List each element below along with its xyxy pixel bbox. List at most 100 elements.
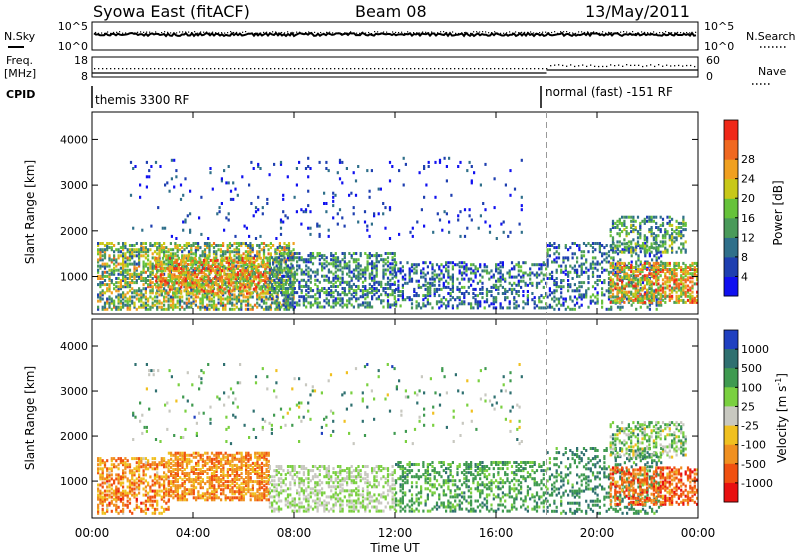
data-cell <box>168 265 171 269</box>
data-cell <box>289 274 292 278</box>
nave-dot <box>446 68 448 70</box>
data-cell <box>283 260 286 264</box>
data-cell <box>567 283 570 287</box>
data-cell <box>268 280 271 284</box>
data-cell <box>346 272 349 276</box>
data-cell <box>675 272 678 276</box>
data-cell <box>196 289 199 293</box>
data-cell <box>578 293 581 297</box>
data-cell <box>560 268 563 272</box>
data-cell <box>659 284 662 288</box>
data-cell <box>117 299 120 303</box>
nsearch-dot <box>113 31 115 34</box>
data-cell <box>272 279 275 282</box>
data-cell <box>643 300 646 304</box>
nave-dot <box>242 68 244 70</box>
data-cell <box>673 266 676 269</box>
data-cell <box>445 298 448 302</box>
data-cell <box>217 285 220 289</box>
data-cell <box>643 292 646 296</box>
data-cell <box>172 291 175 295</box>
data-cell <box>249 281 252 285</box>
data-cell <box>250 263 253 266</box>
data-cell <box>668 284 671 288</box>
data-cell <box>235 285 238 289</box>
data-cell <box>531 271 534 275</box>
data-cell <box>609 244 612 248</box>
data-cell <box>422 304 425 308</box>
data-cell <box>124 277 127 280</box>
data-cell <box>560 281 563 285</box>
data-cell <box>241 261 244 264</box>
data-cell <box>282 282 285 286</box>
data-cell <box>218 289 221 293</box>
data-cell <box>211 291 215 295</box>
data-cell <box>158 299 161 303</box>
data-cell <box>197 266 200 270</box>
data-cell <box>440 269 443 273</box>
data-cell <box>241 273 244 277</box>
data-cell <box>621 290 624 294</box>
data-cell <box>190 272 193 276</box>
data-cell <box>305 299 308 303</box>
data-cell <box>115 277 118 280</box>
data-cell <box>316 305 319 309</box>
data-cell <box>233 250 236 254</box>
data-cell <box>174 242 177 245</box>
data-cell <box>693 268 696 271</box>
data-cell <box>149 279 152 282</box>
data-cell <box>101 258 104 262</box>
data-cell <box>693 282 696 286</box>
data-cell <box>610 256 613 260</box>
data-cell <box>131 287 134 291</box>
data-cell <box>476 281 479 285</box>
data-cell <box>386 282 390 286</box>
data-cell <box>607 277 611 280</box>
data-cell <box>262 242 266 245</box>
data-cell <box>265 274 268 278</box>
data-cell <box>203 305 207 309</box>
data-cell <box>655 307 658 311</box>
data-cell <box>214 291 217 295</box>
data-cell <box>140 270 143 274</box>
nave-dot <box>190 68 192 70</box>
data-cell <box>205 261 208 264</box>
data-cell <box>625 276 628 280</box>
data-cell <box>650 228 653 232</box>
data-cell <box>323 258 326 262</box>
data-cell <box>691 272 694 276</box>
data-cell <box>207 289 210 293</box>
data-cell <box>540 263 543 267</box>
data-cell <box>361 295 365 299</box>
data-cell <box>460 271 464 275</box>
data-cell <box>281 248 284 252</box>
data-cell <box>192 287 195 291</box>
data-cell <box>124 299 127 303</box>
data-cell <box>287 244 291 247</box>
data-cell <box>585 270 588 274</box>
data-cell <box>142 279 145 282</box>
data-cell <box>623 261 626 265</box>
data-cell <box>274 252 277 256</box>
data-cell <box>368 276 371 280</box>
data-cell <box>232 269 235 273</box>
data-cell <box>696 276 699 280</box>
data-cell <box>609 276 612 280</box>
data-cell <box>377 295 380 299</box>
data-cell <box>614 221 617 225</box>
data-cell <box>410 279 414 283</box>
data-cell <box>190 248 193 252</box>
data-cell <box>618 232 621 236</box>
data-cell <box>237 293 241 297</box>
data-cell <box>225 181 228 185</box>
data-cell <box>156 299 159 303</box>
data-cell <box>401 265 404 269</box>
data-cell <box>621 292 624 296</box>
data-cell <box>232 265 235 269</box>
data-cell <box>632 284 635 288</box>
data-cell <box>277 262 280 266</box>
data-cell <box>671 290 674 294</box>
data-cell <box>560 264 563 268</box>
data-cell <box>167 285 170 289</box>
data-cell <box>278 252 281 256</box>
